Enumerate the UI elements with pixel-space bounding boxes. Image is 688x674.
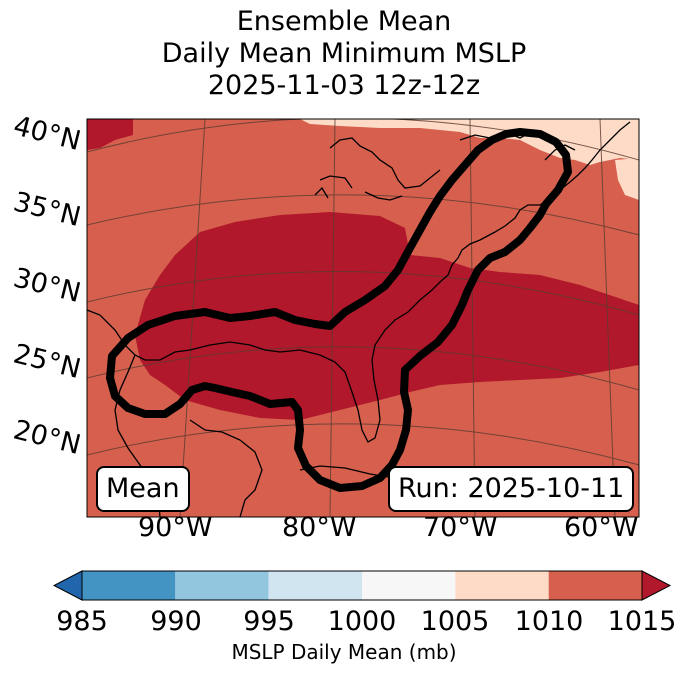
colorbar-bin-1010-1015 (548, 571, 642, 600)
colorbar-over-arrow (641, 570, 672, 601)
colorbar-tick-985: 985 (56, 606, 108, 637)
colorbar-tick-1005: 1005 (420, 606, 490, 637)
graticule (87, 119, 639, 517)
colorbar-under-arrow (52, 570, 83, 601)
colorbar (52, 570, 672, 601)
title-line-3: 2025-11-03 12z-12z (207, 70, 481, 101)
colorbar-bin-1000-1005 (362, 571, 456, 600)
colorbar-label: MSLP Daily Mean (mb) (231, 640, 457, 664)
title-line-1: Ensemble Mean (236, 6, 452, 37)
title-line-2: Daily Mean Minimum MSLP (161, 38, 527, 69)
colorbar-tick-990: 990 (150, 606, 202, 637)
mean-box: Mean (96, 466, 190, 512)
colorbar-frame (81, 570, 643, 601)
colorbar-tick-1000: 1000 (327, 606, 397, 637)
colorbar-bin-995-1000 (268, 571, 362, 600)
field-1005-1010-east (615, 158, 639, 200)
map-frame (86, 118, 640, 518)
ensemble-contour (106, 128, 572, 492)
lon-label-90w: 90°W (138, 512, 213, 543)
colorbar-bin-1005-1010 (455, 571, 549, 600)
lon-label-80w: 80°W (282, 512, 357, 543)
lon-label-70w: 70°W (423, 512, 498, 543)
run-box: Run: 2025-10-11 (388, 466, 635, 512)
field-1005-1010 (300, 119, 639, 165)
colorbar-bin-990-995 (175, 571, 269, 600)
field-high-band (135, 212, 639, 420)
colorbar-tick-1015: 1015 (607, 606, 677, 637)
colorbar-tick-995: 995 (243, 606, 295, 637)
lon-label-60w: 60°W (564, 512, 639, 543)
field-high-nw (87, 119, 133, 150)
colorbar-bin-985-990 (82, 571, 176, 600)
colorbar-tick-1010: 1010 (514, 606, 584, 637)
